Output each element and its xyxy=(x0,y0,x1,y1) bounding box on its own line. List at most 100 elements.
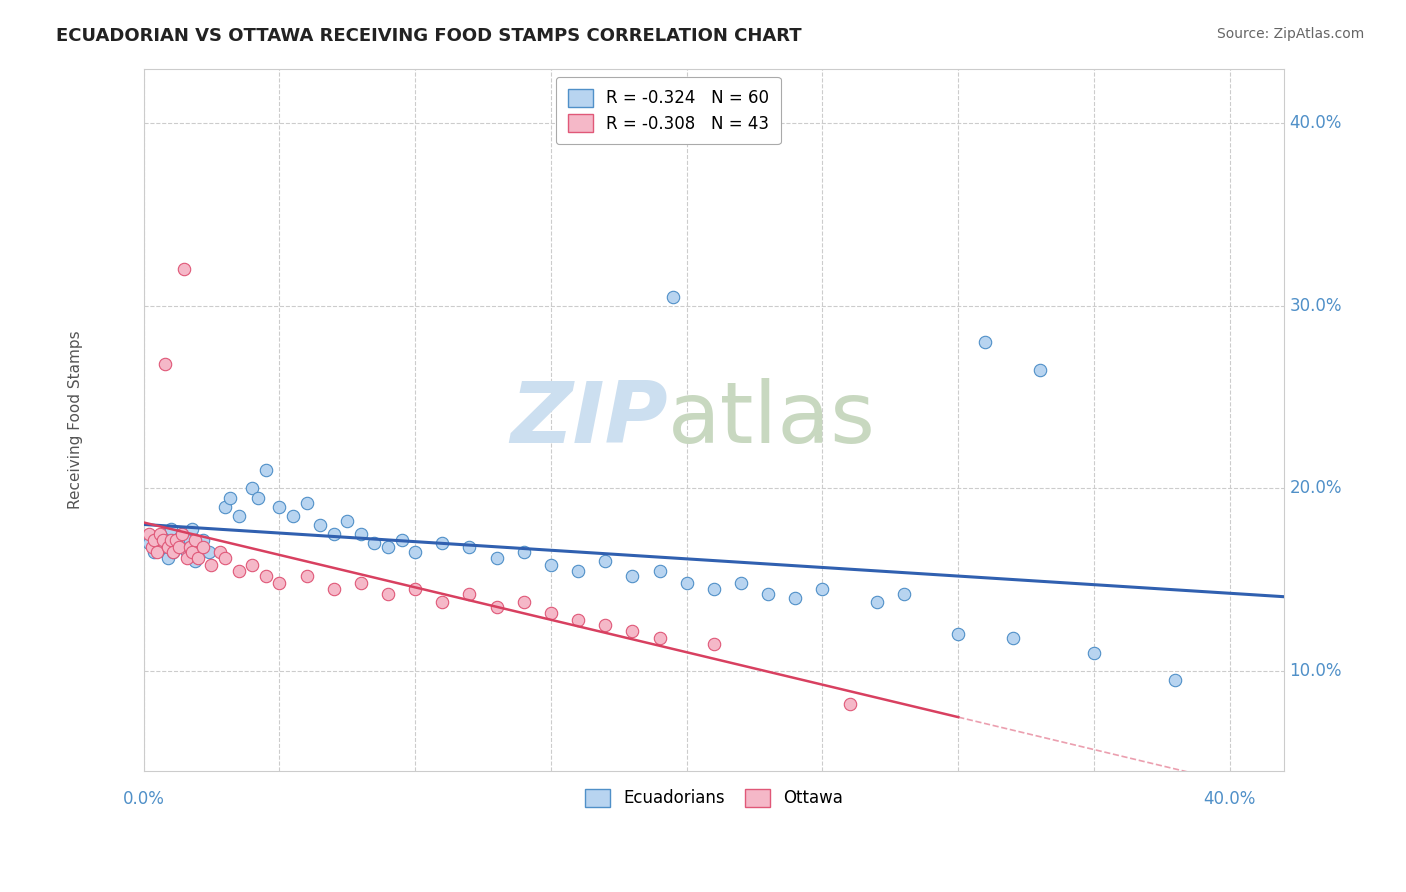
Point xyxy=(269,500,291,514)
Point xyxy=(152,540,174,554)
Point xyxy=(165,533,187,547)
Text: 40.0%: 40.0% xyxy=(1289,114,1341,132)
Point xyxy=(567,613,589,627)
Point xyxy=(155,357,177,371)
Point xyxy=(1164,673,1187,687)
Legend: Ecuadorians, Ottawa: Ecuadorians, Ottawa xyxy=(576,780,851,816)
Point xyxy=(138,536,160,550)
Point xyxy=(948,627,970,641)
Point xyxy=(176,550,198,565)
Point xyxy=(336,514,359,528)
Point xyxy=(165,533,187,547)
Point xyxy=(377,540,399,554)
Point xyxy=(513,545,536,559)
Point xyxy=(240,558,263,573)
Point xyxy=(173,262,195,277)
Text: Receiving Food Stamps: Receiving Food Stamps xyxy=(69,331,83,509)
Point xyxy=(240,482,263,496)
Point xyxy=(176,545,198,559)
Text: 0.0%: 0.0% xyxy=(122,789,165,807)
Point xyxy=(363,536,385,550)
Point xyxy=(138,527,160,541)
Point xyxy=(350,527,373,541)
Point xyxy=(149,533,172,547)
Text: Source: ZipAtlas.com: Source: ZipAtlas.com xyxy=(1216,27,1364,41)
Point xyxy=(146,545,169,559)
Point xyxy=(648,564,671,578)
Point xyxy=(593,618,616,632)
Point xyxy=(785,591,807,605)
Point xyxy=(756,587,779,601)
Point xyxy=(200,558,222,573)
Point xyxy=(295,496,318,510)
Point xyxy=(309,517,332,532)
Point xyxy=(322,527,344,541)
Point xyxy=(246,491,269,505)
Point xyxy=(208,545,231,559)
Point xyxy=(730,576,752,591)
Point xyxy=(181,522,204,536)
Point xyxy=(350,576,373,591)
Point xyxy=(193,540,215,554)
Point xyxy=(540,606,562,620)
Point xyxy=(866,594,889,608)
Text: 40.0%: 40.0% xyxy=(1204,789,1256,807)
Point xyxy=(170,527,193,541)
Point xyxy=(404,545,426,559)
Point xyxy=(662,290,685,304)
Point xyxy=(184,554,207,568)
Point xyxy=(162,545,184,559)
Point xyxy=(648,631,671,645)
Point xyxy=(703,582,725,596)
Point xyxy=(143,545,166,559)
Point xyxy=(228,564,250,578)
Point xyxy=(167,540,190,554)
Point xyxy=(974,335,997,350)
Point xyxy=(621,569,644,583)
Point xyxy=(621,624,644,638)
Point xyxy=(1001,631,1024,645)
Point xyxy=(179,540,201,554)
Text: ECUADORIAN VS OTTAWA RECEIVING FOOD STAMPS CORRELATION CHART: ECUADORIAN VS OTTAWA RECEIVING FOOD STAM… xyxy=(56,27,801,45)
Point xyxy=(295,569,318,583)
Point xyxy=(811,582,834,596)
Point xyxy=(513,594,536,608)
Point xyxy=(281,508,304,523)
Point xyxy=(391,533,413,547)
Point xyxy=(173,536,195,550)
Point xyxy=(179,533,201,547)
Point xyxy=(181,545,204,559)
Text: 20.0%: 20.0% xyxy=(1289,479,1343,498)
Point xyxy=(893,587,915,601)
Point xyxy=(184,533,207,547)
Point xyxy=(193,533,215,547)
Text: ZIP: ZIP xyxy=(510,378,668,461)
Point xyxy=(540,558,562,573)
Point xyxy=(187,540,209,554)
Point xyxy=(254,463,277,477)
Point xyxy=(1327,691,1350,706)
Point xyxy=(228,508,250,523)
Point xyxy=(404,582,426,596)
Point xyxy=(159,522,181,536)
Point xyxy=(159,533,181,547)
Point xyxy=(254,569,277,583)
Point xyxy=(214,550,236,565)
Point xyxy=(269,576,291,591)
Point xyxy=(157,540,180,554)
Point xyxy=(155,527,177,541)
Point xyxy=(838,697,860,711)
Point xyxy=(170,527,193,541)
Point xyxy=(143,533,166,547)
Point xyxy=(432,536,454,550)
Point xyxy=(485,600,508,615)
Point xyxy=(157,550,180,565)
Point xyxy=(214,500,236,514)
Point xyxy=(187,550,209,565)
Point xyxy=(567,564,589,578)
Point xyxy=(458,540,481,554)
Point xyxy=(162,545,184,559)
Point xyxy=(167,540,190,554)
Point xyxy=(703,637,725,651)
Point xyxy=(485,550,508,565)
